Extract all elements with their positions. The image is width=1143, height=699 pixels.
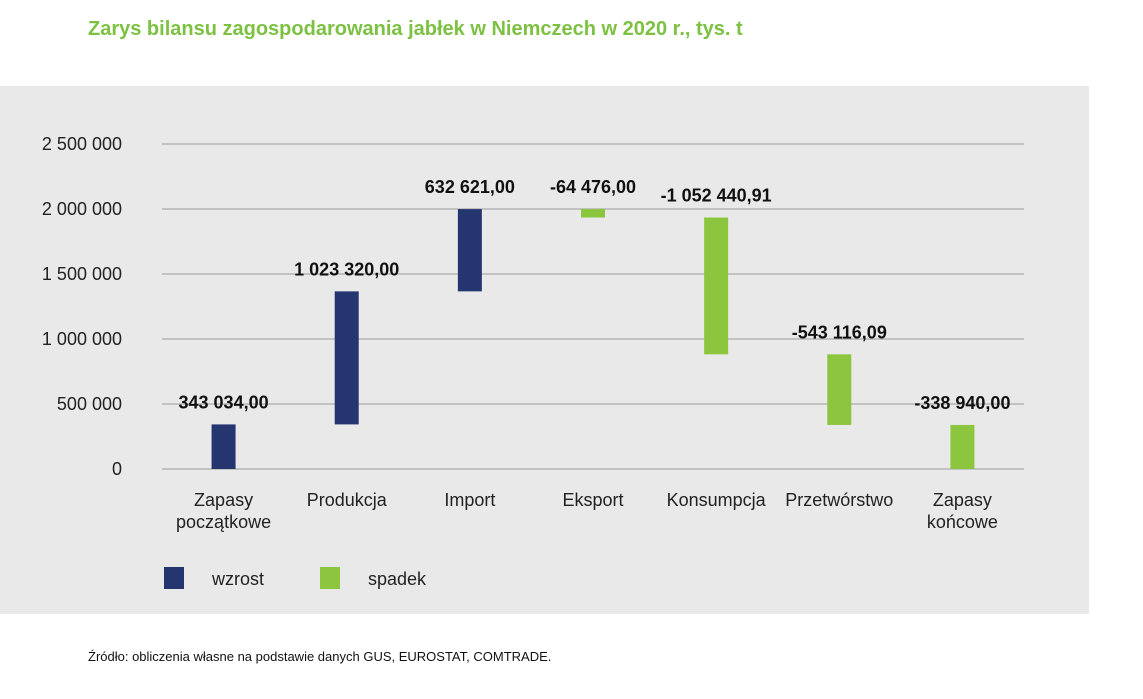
data-label: 343 034,00 xyxy=(179,392,269,412)
bar-spadek xyxy=(581,209,605,218)
x-tick-label: Konsumpcja xyxy=(667,490,767,510)
y-tick-label: 1 000 000 xyxy=(42,329,122,349)
x-tick-label: Zapasy xyxy=(933,490,992,510)
chart-panel: 0 500 000 1 000 000 1 500 000 2 000 000 2 500… xyxy=(0,86,1089,614)
data-label: 632 621,00 xyxy=(425,177,515,197)
data-label: 1 023 320,00 xyxy=(294,259,399,279)
legend-label: spadek xyxy=(368,569,427,589)
x-tick-label: początkowe xyxy=(176,512,271,532)
bar-wzrost xyxy=(457,209,482,292)
y-tick-label: 2 000 000 xyxy=(42,199,122,219)
bar-wzrost xyxy=(211,424,236,469)
bar-spadek xyxy=(704,217,729,355)
data-label: -64 476,00 xyxy=(550,177,636,197)
bar-spadek xyxy=(950,424,975,469)
data-label: -338 940,00 xyxy=(914,393,1010,413)
legend-label: wzrost xyxy=(211,569,264,589)
bar-spadek xyxy=(827,354,852,425)
x-tick-label: Eksport xyxy=(562,490,623,510)
x-tick-label: Przetwórstwo xyxy=(785,490,893,510)
data-label: -543 116,09 xyxy=(792,322,887,342)
data-label: -1 052 440,91 xyxy=(661,186,772,206)
y-tick-label: 1 500 000 xyxy=(42,264,122,284)
bar-wzrost xyxy=(334,291,359,425)
y-tick-label: 500 000 xyxy=(57,394,122,414)
source-note: Źródło: obliczenia własne na podstawie d… xyxy=(88,649,552,664)
x-tick-label: Zapasy xyxy=(194,490,253,510)
legend-swatch-wzrost xyxy=(164,567,184,589)
waterfall-chart: 0 500 000 1 000 000 1 500 000 2 000 000 2 500… xyxy=(42,134,1024,589)
chart-title: Zarys bilansu zagospodarowania jabłek w … xyxy=(88,18,743,40)
y-tick-label: 2 500 000 xyxy=(42,134,122,154)
x-tick-label: Import xyxy=(444,490,495,510)
y-tick-label: 0 xyxy=(112,459,122,479)
legend-swatch-spadek xyxy=(320,567,340,589)
x-tick-label: Produkcja xyxy=(307,490,388,510)
x-tick-label: końcowe xyxy=(927,512,998,532)
